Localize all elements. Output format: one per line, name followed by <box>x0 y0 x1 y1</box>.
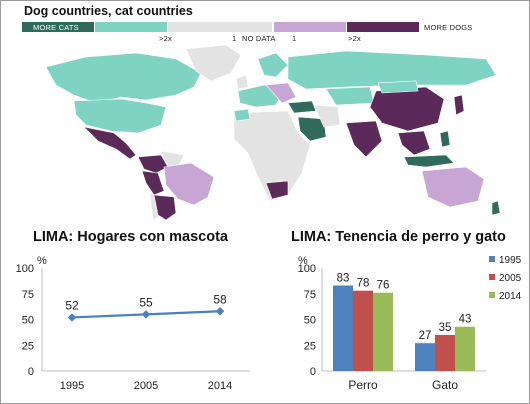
map-region-philippines <box>439 130 451 148</box>
legend-more-cats: MORE CATS <box>33 23 79 32</box>
line-data-label: 55 <box>139 295 153 309</box>
bar-ytick-label: 0 <box>310 366 316 378</box>
bar-legend-swatch <box>489 256 495 262</box>
line-data-label: 52 <box>65 298 79 312</box>
map-region-turkey <box>287 100 317 114</box>
legend-one-left: 1 <box>232 34 237 43</box>
map-region-new-zealand <box>491 200 501 216</box>
map-region-japan <box>453 94 465 116</box>
legend-more-dogs: MORE DOGS <box>424 23 473 32</box>
bar <box>415 343 435 371</box>
map-region-uk <box>235 74 249 90</box>
bar-legend-swatch <box>489 292 495 298</box>
line-xtick-label: 2005 <box>134 380 158 392</box>
bar <box>333 285 353 371</box>
map-region-iran <box>313 104 341 128</box>
line-ylabel: % <box>37 255 47 267</box>
line-xtick-label: 2014 <box>208 380 232 392</box>
legend-swatch-dogs-light <box>274 22 346 32</box>
map-region-australia <box>421 166 485 208</box>
line-ytick-label: 0 <box>28 366 34 378</box>
world-map <box>26 44 516 221</box>
map-region-mongolia <box>377 80 419 94</box>
map-region-east-europe <box>265 82 297 104</box>
map-region-usa <box>73 98 167 134</box>
bar-legend-label: 1995 <box>499 255 522 266</box>
bar-data-label: 83 <box>337 273 350 285</box>
bar-chart: % 0 25 50 75 100 83 78 76 Perro 27 35 43 Gato 1995 2005… <box>298 255 522 392</box>
legend-swatch-cats-light <box>95 22 167 32</box>
line-ytick-label: 100 <box>16 263 34 275</box>
map-region-peru <box>141 170 165 196</box>
map-region-morocco <box>233 108 251 122</box>
bar-legend-label: 2014 <box>499 291 522 302</box>
legend-gt2x-right: >2x <box>348 34 361 43</box>
bar-ytick-label: 100 <box>298 263 316 275</box>
bar-ytick-label: 75 <box>304 289 316 301</box>
bar-ytick-label: 25 <box>304 340 316 352</box>
line-ytick-label: 75 <box>22 289 34 301</box>
map-region-colombia <box>137 154 169 174</box>
line-xtick-label: 1995 <box>60 380 84 392</box>
line-chart: % 0 25 50 75 100 1995 2005 2014 52 55 58 <box>16 255 250 392</box>
line-data-label: 58 <box>213 292 227 306</box>
map-region-russia <box>287 50 497 90</box>
map-region-india <box>345 120 383 158</box>
legend-swatch-no-data <box>168 22 272 32</box>
bar-xtick-label: Perro <box>348 378 378 392</box>
line-chart-title: LIMA: Hogares con mascota <box>33 229 228 245</box>
line-point <box>67 313 77 322</box>
bar-legend-label: 2005 <box>499 273 522 284</box>
legend-one-right: 1 <box>292 34 297 43</box>
bar-chart-title: LIMA: Tenencia de perro y gato <box>291 229 506 245</box>
line-point <box>215 307 225 316</box>
legend-swatch-cats-strong <box>22 22 94 32</box>
line-point <box>141 310 151 319</box>
map-region-se-asia <box>397 130 431 156</box>
map-region-greenland <box>185 44 242 82</box>
bar-data-label: 76 <box>377 280 390 292</box>
map-region-kazakhstan <box>325 86 375 106</box>
map-region-china <box>369 86 445 132</box>
map-region-scandinavia <box>257 52 289 78</box>
bar-xtick-label: Gato <box>432 378 458 392</box>
map-region-indonesia <box>403 154 455 168</box>
map-region-brazil <box>163 162 215 206</box>
map-title: Dog countries, cat countries <box>24 4 193 18</box>
bar-data-label: 35 <box>439 322 452 334</box>
legend-swatch-dogs-strong <box>347 22 419 32</box>
bar-data-label: 43 <box>459 314 472 326</box>
bar <box>455 326 475 371</box>
bar-data-label: 27 <box>419 330 432 342</box>
map-region-south-africa <box>265 180 289 200</box>
map-region-saudi <box>297 116 327 142</box>
map-region-canada <box>45 52 202 104</box>
map-region-mexico <box>83 126 137 160</box>
bar-ylabel: % <box>298 255 308 267</box>
legend-gt2x-left: >2x <box>159 34 172 43</box>
line-ytick-label: 25 <box>22 340 34 352</box>
line-ytick-label: 50 <box>22 315 34 327</box>
bar-legend-swatch <box>489 274 495 280</box>
bar-data-label: 78 <box>357 278 370 290</box>
bar <box>353 290 373 371</box>
bar-ytick-label: 50 <box>304 315 316 327</box>
bar <box>373 292 393 371</box>
legend-no-data: NO DATA <box>242 34 276 43</box>
bar <box>435 334 455 371</box>
map-region-chile <box>149 192 159 221</box>
